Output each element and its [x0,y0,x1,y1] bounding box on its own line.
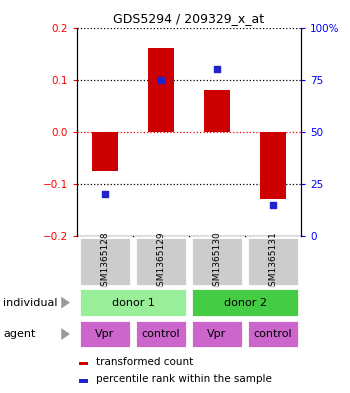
Text: Vpr: Vpr [207,329,227,339]
Point [270,201,276,208]
Bar [191,288,299,317]
Text: GSM1365128: GSM1365128 [100,231,110,292]
Title: GDS5294 / 209329_x_at: GDS5294 / 209329_x_at [113,12,265,25]
Text: GSM1365131: GSM1365131 [268,231,278,292]
Text: control: control [254,329,292,339]
Bar [79,379,88,383]
Text: individual: individual [4,298,58,308]
Bar [148,48,174,132]
Bar [79,362,88,365]
Bar [191,237,243,286]
Bar [92,132,118,171]
Bar [79,320,131,348]
Text: Vpr: Vpr [95,329,115,339]
Text: GSM1365129: GSM1365129 [156,231,166,292]
Text: control: control [142,329,180,339]
Bar [191,320,243,348]
Text: donor 2: donor 2 [224,298,266,308]
Bar [135,320,187,348]
Text: percentile rank within the sample: percentile rank within the sample [96,374,272,384]
Point [214,66,220,72]
Bar [247,237,299,286]
Bar [260,132,286,199]
Point [102,191,108,197]
Text: donor 1: donor 1 [112,298,154,308]
Bar [204,90,230,132]
Polygon shape [61,297,70,309]
Polygon shape [61,328,70,340]
Bar [247,320,299,348]
Point [158,76,164,83]
Bar [135,237,187,286]
Text: agent: agent [4,329,36,339]
Text: GSM1365130: GSM1365130 [212,231,222,292]
Bar [79,288,187,317]
Text: transformed count: transformed count [96,356,193,367]
Bar [79,237,131,286]
